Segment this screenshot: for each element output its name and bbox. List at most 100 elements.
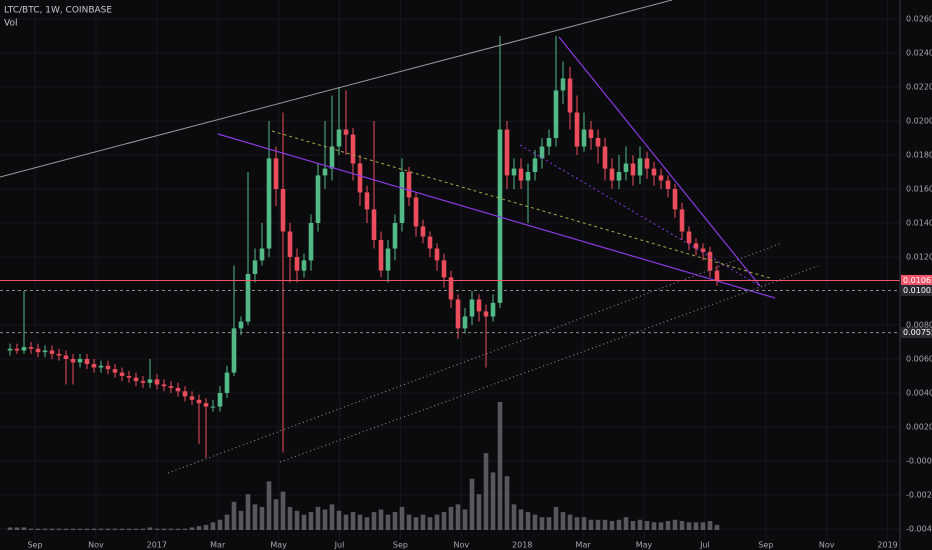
candle-body	[714, 270, 720, 281]
candle-body	[532, 158, 538, 173]
volume-bar	[98, 528, 104, 530]
candle-body	[133, 377, 139, 382]
volume-bar	[553, 506, 559, 530]
x-tick-label: Sep	[393, 541, 408, 550]
candle-body	[126, 375, 132, 378]
volume-bar	[385, 514, 391, 530]
candle-body	[245, 273, 251, 322]
candle-body	[224, 372, 230, 393]
x-tick-label: May	[636, 541, 653, 550]
volume-bar	[476, 494, 482, 530]
volume-bar	[175, 528, 181, 530]
volume-bar	[371, 512, 377, 530]
price-label-box	[901, 274, 932, 286]
x-tick-label: Nov	[88, 541, 104, 550]
candle-body	[462, 316, 468, 329]
volume-bar	[609, 521, 615, 530]
volume-bar	[679, 521, 685, 530]
volume-bar	[588, 519, 594, 530]
candle-body	[553, 90, 559, 139]
volume-bar	[525, 512, 531, 530]
candle-body	[140, 381, 146, 383]
candle-body	[203, 403, 209, 407]
volume-bar	[329, 504, 335, 530]
candle-body	[686, 231, 692, 244]
volume-bar	[245, 494, 251, 530]
volume-bar	[196, 526, 202, 530]
trendline	[217, 133, 776, 299]
volume-bar	[105, 528, 111, 530]
volume-bar	[322, 509, 328, 530]
candle-body	[602, 146, 608, 169]
volume-bar	[406, 514, 412, 530]
candle-body	[693, 243, 699, 249]
candle-body	[672, 189, 678, 210]
grid	[0, 0, 900, 540]
candle-body	[168, 386, 174, 388]
candle-body	[301, 260, 307, 271]
volume-bar	[504, 476, 510, 530]
candle-body	[525, 172, 531, 181]
candle-body	[259, 248, 265, 261]
x-tick-label: Mar	[210, 541, 226, 550]
candle-body	[581, 129, 587, 147]
candle-body	[112, 369, 118, 373]
candle-body	[329, 146, 335, 169]
volume-bar	[119, 528, 125, 530]
volume-bar	[364, 517, 370, 530]
volume-bar	[483, 453, 489, 530]
volume-bar	[266, 481, 272, 530]
x-axis: Sep Nov 2017 Mar May Jul Sep Nov 2018 Mar May Jul Se…	[27, 541, 897, 550]
candle-body	[434, 248, 440, 261]
candle-body	[448, 277, 454, 300]
volume-bar	[616, 519, 622, 530]
volume-bar	[273, 499, 279, 530]
candle-body	[84, 358, 90, 365]
candle-body	[77, 358, 83, 363]
volume-bar	[203, 524, 209, 530]
volume-bar	[595, 519, 601, 530]
candle-body	[511, 168, 517, 176]
volume-bar	[490, 472, 496, 530]
volume-bar	[434, 514, 440, 530]
volume-bar	[623, 517, 629, 530]
volume-bar	[539, 517, 545, 530]
volume-bar	[315, 506, 321, 530]
candle-body	[98, 365, 104, 368]
volume-bar	[210, 522, 216, 530]
candle-body	[637, 158, 643, 176]
volume-bar	[21, 527, 27, 530]
trendline	[271, 130, 771, 279]
volume-bar	[301, 514, 307, 530]
candle-body	[343, 129, 349, 135]
volume-bar	[511, 504, 517, 530]
volume-bar	[224, 514, 230, 530]
volume-bar	[518, 509, 524, 530]
volume-bar	[350, 512, 356, 530]
candle-body	[490, 302, 496, 317]
volume-bar	[672, 519, 678, 530]
volume-bar	[49, 528, 55, 530]
candle-body	[161, 384, 167, 387]
candle-body	[469, 299, 475, 317]
volume-bar	[217, 519, 223, 530]
candle-body	[175, 387, 181, 392]
candle-body	[42, 350, 48, 353]
volume-bar	[35, 528, 41, 530]
volume-bar	[441, 512, 447, 530]
volume-bar	[287, 506, 293, 530]
trendline	[0, 0, 673, 178]
volume-bar	[168, 528, 174, 530]
candle-body	[595, 138, 601, 147]
volume-bar	[413, 517, 419, 530]
x-tick-label: Sep	[27, 541, 42, 550]
volume-bar	[182, 528, 188, 530]
